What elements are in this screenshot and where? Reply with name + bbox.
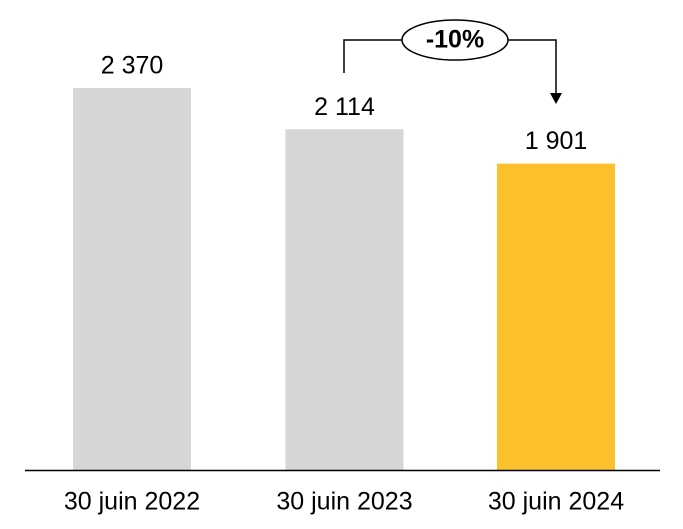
bar (497, 163, 615, 470)
x-tick-label: 30 juin 2023 (276, 488, 412, 516)
change-annotation: -10% (343, 19, 562, 104)
x-tick-label: 30 juin 2024 (488, 488, 624, 516)
value-label: 2 114 (314, 93, 375, 121)
bar (285, 129, 404, 470)
arrow-head (550, 93, 562, 104)
x-tick-label: 30 juin 2022 (64, 488, 200, 516)
value-label: 1 901 (525, 127, 588, 155)
bracket-left (343, 39, 402, 73)
annotation-text: -10% (426, 26, 484, 54)
bracket-right (508, 39, 557, 94)
bar (73, 88, 191, 470)
value-label: 2 370 (101, 52, 164, 80)
annotation-ellipse (401, 19, 509, 61)
